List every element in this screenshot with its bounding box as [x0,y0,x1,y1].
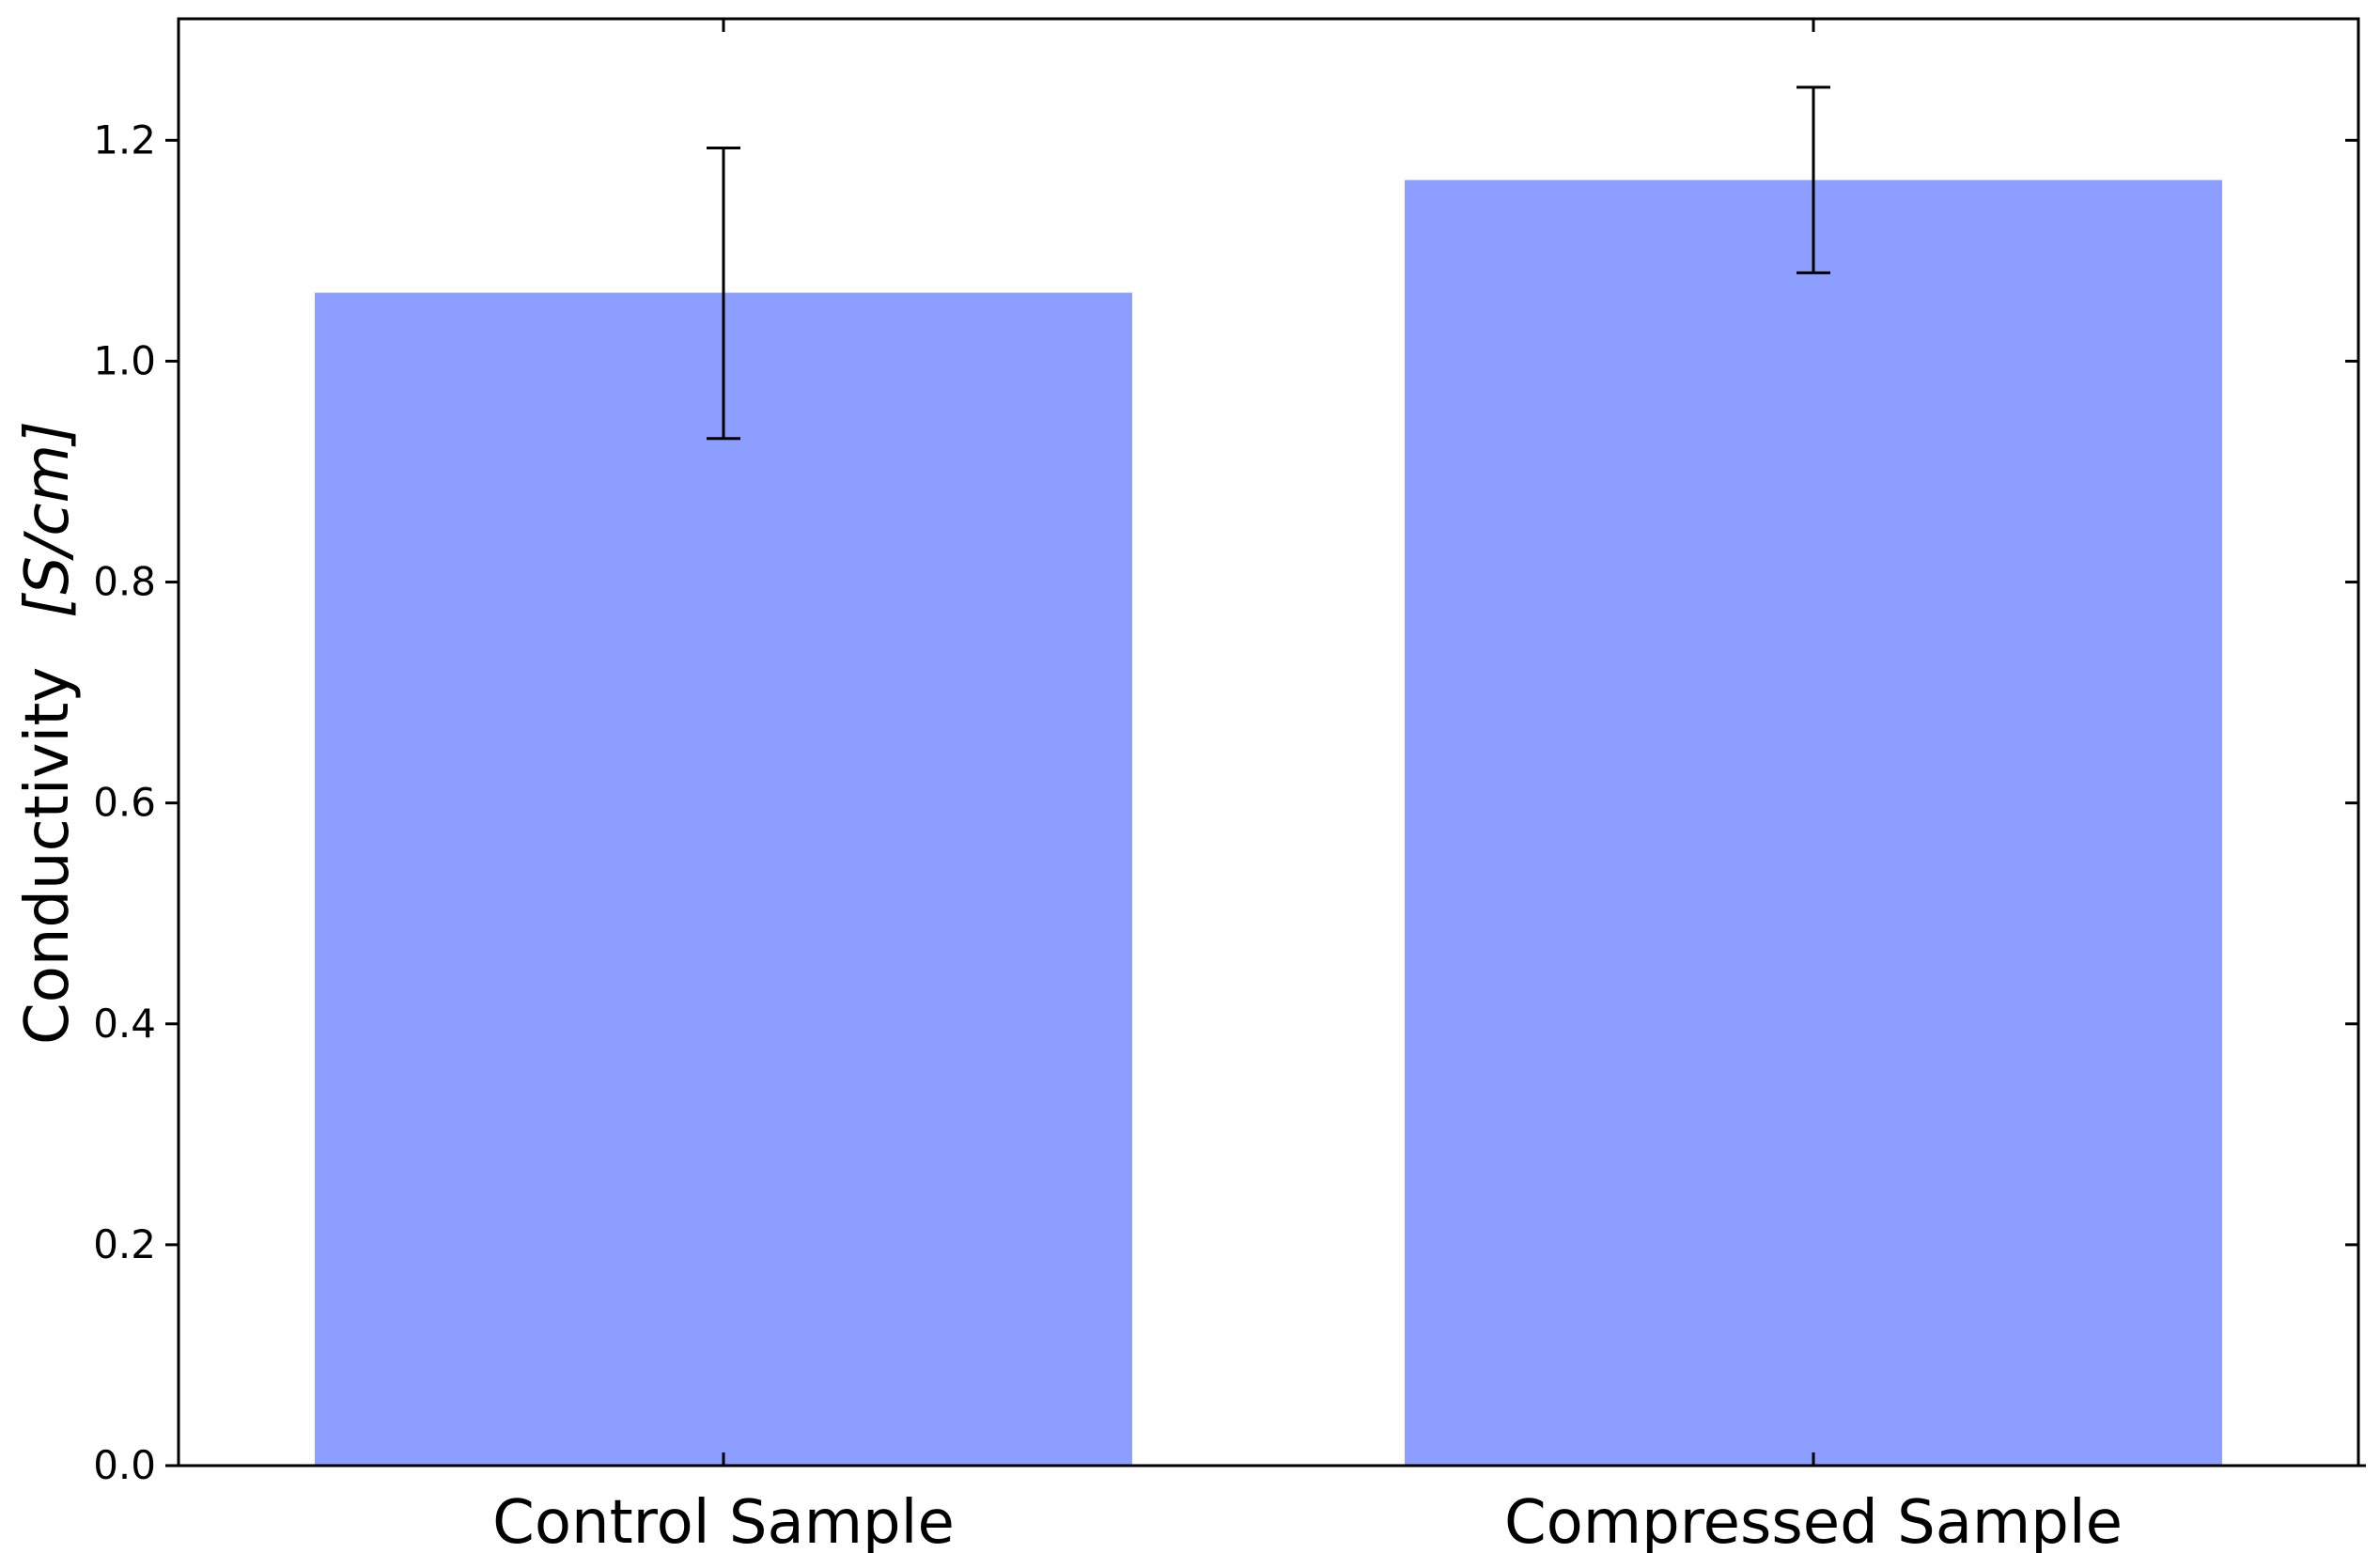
bar-1 [1405,179,2222,1467]
y-axis-label-name: Conductivity [13,667,83,1045]
y-tick-label: 0.0 [93,1442,156,1488]
bar-0 [315,292,1132,1466]
y-tick-label: 0.4 [93,1001,156,1047]
error-bar-0 [707,147,740,441]
y-tick-label: 0.6 [93,780,156,826]
y-tick-label: 1.0 [93,337,156,383]
y-axis-label: Conductivity [S/cm] [13,421,83,1045]
plot-frame [177,17,2360,1468]
x-axis: Control Sample Compressed Sample [492,19,2123,1553]
error-bar-1 [1797,85,1830,274]
y-axis: 0.0 0.2 0.4 0.6 0.8 1.0 1.2 [93,116,2366,1488]
y-tick-label: 0.8 [93,559,156,605]
x-category-label: Control Sample [492,1488,955,1553]
y-tick-label: 1.2 [93,116,156,163]
x-category-label: Compressed Sample [1504,1488,2123,1553]
y-axis-label-unit: [S/cm] [13,421,83,618]
error-bars-layer [707,85,1830,441]
y-tick-label: 0.2 [93,1221,156,1267]
bars-layer [315,179,2222,1467]
